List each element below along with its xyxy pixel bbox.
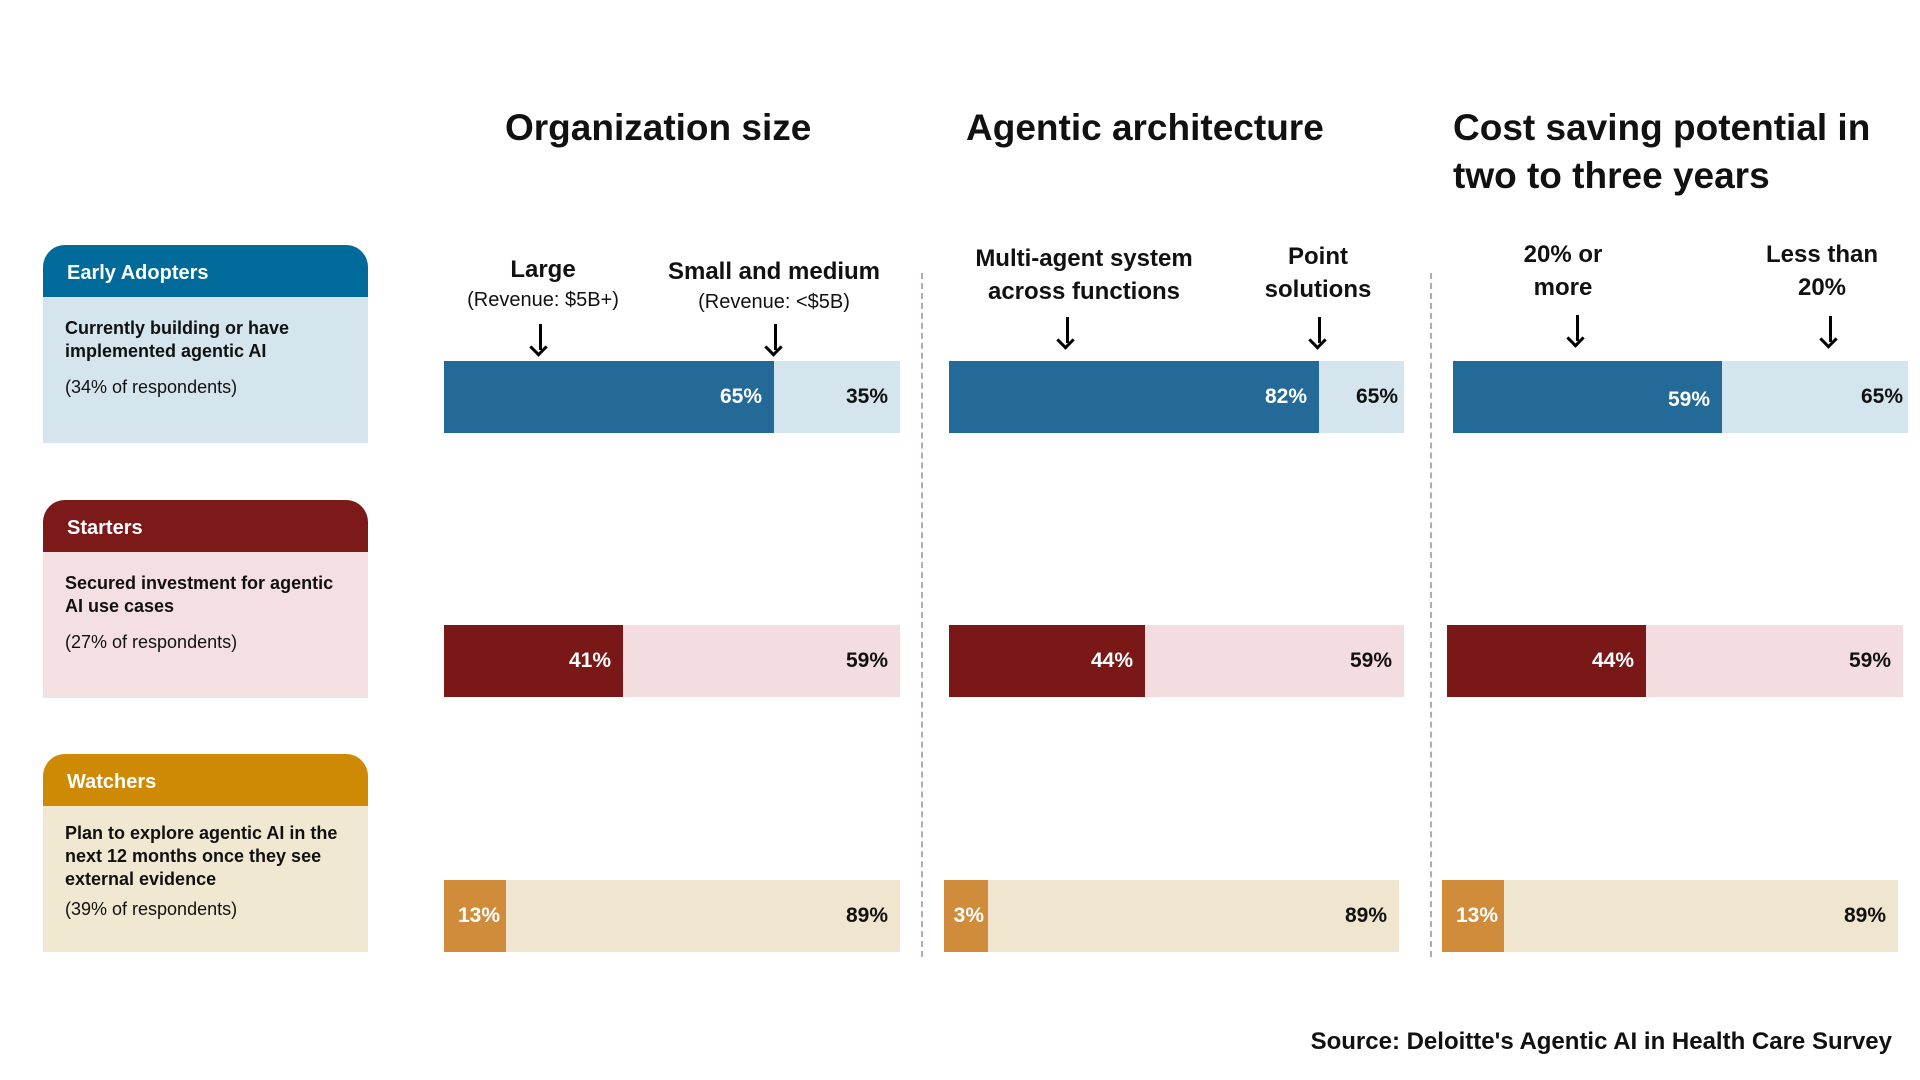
divider — [921, 273, 923, 957]
bar-segment: 59% — [1646, 625, 1903, 697]
label-20-or-more: 20% or more — [1523, 241, 1603, 301]
bar-segment: 59% — [1145, 625, 1404, 697]
card-desc: Plan to explore agentic AI in the next 1… — [65, 823, 338, 889]
card-desc: Currently building or have implemented a… — [65, 318, 290, 361]
label-large: Large (Revenue: $5B+) — [467, 256, 619, 311]
divider — [1430, 273, 1432, 957]
bar-early-org: 65% 35% — [444, 361, 900, 433]
bar-segment: 89% — [1504, 880, 1898, 952]
panel-title-cost-saving: Cost saving potential in two to three ye… — [1453, 107, 1871, 196]
arrow-down-icon — [1576, 315, 1579, 341]
bar-watchers-cost: 13% 89% — [1442, 880, 1898, 952]
panel-title-org-size: Organization size — [505, 107, 812, 148]
arrow-down-icon — [1318, 317, 1321, 343]
card-header: Starters — [43, 500, 368, 552]
source-note: Source: Deloitte's Agentic AI in Health … — [1310, 1028, 1892, 1055]
bar-segment: 59% — [623, 625, 900, 697]
arrow-down-icon — [1829, 316, 1832, 342]
bar-segment: 13% — [1442, 880, 1504, 952]
bar-starters-org: 41% 59% — [444, 625, 900, 697]
bar-starters-cost: 44% 59% — [1447, 625, 1903, 697]
bar-segment: 65% — [444, 361, 774, 433]
card-respondents: (27% of respondents) — [65, 632, 238, 652]
arrow-down-icon — [1066, 317, 1069, 343]
bar-early-arch: 82% 65% — [949, 361, 1404, 433]
arrow-down-icon — [774, 324, 777, 350]
card-starters: Starters Secured investment for agentic … — [43, 500, 368, 698]
bar-segment: 3% — [944, 880, 988, 952]
card-respondents: (39% of respondents) — [65, 899, 238, 919]
bar-segment: 41% — [444, 625, 623, 697]
bar-early-cost: 59% 65% — [1453, 361, 1908, 433]
label-less-than-20: Less than 20% — [1765, 241, 1879, 301]
card-respondents: (34% of respondents) — [65, 377, 238, 397]
bar-watchers-org: 13% 89% — [444, 880, 900, 952]
bar-segment: 13% — [444, 880, 506, 952]
card-watchers: Watchers Plan to explore agentic AI in t… — [43, 754, 368, 952]
arrow-down-icon — [539, 324, 542, 350]
bar-watchers-arch: 3% 89% — [944, 880, 1399, 952]
bar-segment: 89% — [506, 880, 900, 952]
bar-starters-arch: 44% 59% — [949, 625, 1404, 697]
bar-segment: 35% — [774, 361, 900, 433]
bar-segment: 65% — [1722, 361, 1908, 433]
bar-segment: 44% — [1447, 625, 1646, 697]
bar-segment: 59% — [1453, 361, 1722, 433]
label-point-solutions: Point solutions — [1264, 243, 1372, 303]
label-multi-agent: Multi-agent system across functions — [975, 245, 1193, 305]
card-header: Early Adopters — [43, 245, 368, 297]
card-header: Watchers — [43, 754, 368, 806]
bar-segment: 65% — [1319, 361, 1404, 433]
bar-segment: 89% — [988, 880, 1399, 952]
card-desc: Secured investment for agentic AI use ca… — [65, 573, 334, 616]
panel-title-architecture: Agentic architecture — [966, 107, 1324, 148]
card-early-adopters: Early Adopters Currently building or hav… — [43, 245, 368, 443]
label-small-medium: Small and medium (Revenue: <$5B) — [667, 258, 881, 313]
bar-segment: 82% — [949, 361, 1319, 433]
bar-segment: 44% — [949, 625, 1145, 697]
